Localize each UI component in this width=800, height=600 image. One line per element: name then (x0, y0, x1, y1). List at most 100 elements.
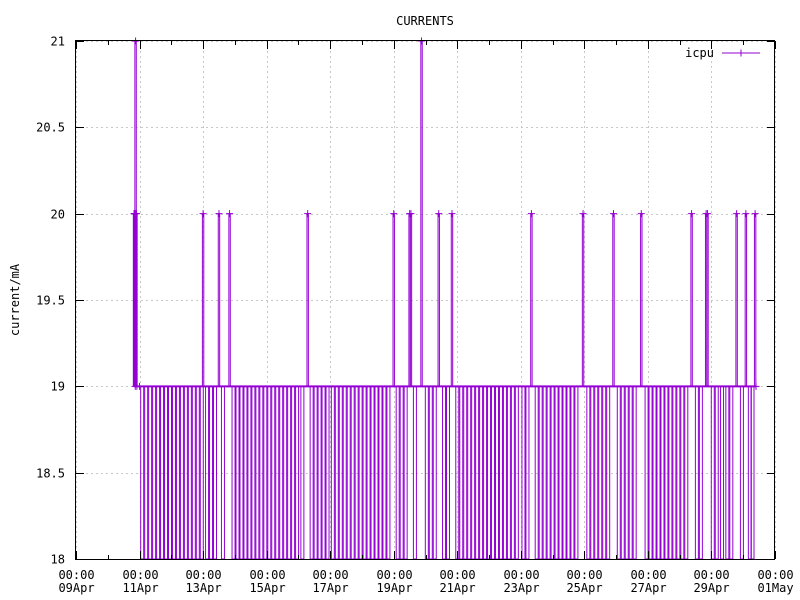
series-icpu-dip (374, 386, 379, 560)
series-icpu-spike (612, 213, 615, 387)
series-icpu-dip (725, 386, 730, 560)
series-icpu-dip (566, 386, 571, 560)
series-icpu-dip (624, 386, 629, 560)
x-tick-label-day: 13Apr (185, 581, 221, 595)
series-icpu-dip (235, 386, 240, 560)
x-tick-label-time: 00:00 (757, 568, 793, 582)
x-tick-label-day: 19Apr (376, 581, 412, 595)
series-icpu-dip (334, 386, 339, 560)
x-tick-label-time: 00:00 (503, 568, 539, 582)
y-tick-label: 18 (51, 553, 65, 567)
series-icpu-dip (652, 386, 657, 560)
plot-frame (75, 40, 775, 560)
series-icpu-point (609, 210, 617, 218)
series-icpu-spike (217, 213, 221, 387)
series-icpu-dip (287, 386, 292, 560)
series-icpu-dip (459, 386, 464, 560)
series-icpu-dip (239, 386, 244, 560)
series-icpu-dip (191, 386, 196, 560)
series-icpu-dip (175, 386, 180, 560)
series-icpu-dip (338, 386, 343, 560)
chart-title: CURRENTS (396, 14, 454, 28)
series-icpu-dip (283, 386, 288, 560)
series-icpu-point (199, 210, 207, 218)
series-icpu-dip (510, 386, 515, 560)
legend-marker (737, 49, 745, 57)
series-icpu-dip (606, 386, 611, 560)
series-icpu-dip (680, 386, 685, 560)
series-icpu-dip (534, 386, 539, 560)
series-icpu-dip (463, 386, 468, 560)
series-icpu-dip (279, 386, 284, 560)
series-icpu-dip (632, 386, 637, 560)
series-icpu-point (579, 210, 587, 218)
series-icpu-dip (300, 386, 305, 560)
x-tick-label-time: 00:00 (249, 568, 285, 582)
series-icpu-dip (525, 386, 530, 560)
series-icpu-dip (714, 386, 719, 560)
x-tick-label-time: 00:00 (566, 568, 602, 582)
x-tick-label-day: 25Apr (566, 581, 602, 595)
series-icpu-dip (358, 386, 363, 560)
series-icpu-dip (684, 386, 689, 560)
x-tick-label-time: 00:00 (376, 568, 412, 582)
series-icpu-dip (698, 386, 703, 560)
y-tick-label: 19 (51, 380, 65, 394)
label-layer: 1818.51919.52020.52100:0009Apr00:0011Apr… (36, 35, 793, 596)
series-icpu-dip (171, 386, 176, 560)
marker-layer (130, 37, 760, 390)
x-tick-label-day: 29Apr (693, 581, 729, 595)
x-tick-label-day: 21Apr (439, 581, 475, 595)
series-icpu-point (751, 210, 759, 218)
series-icpu-dip (491, 386, 496, 560)
series-icpu-dip (442, 386, 447, 560)
y-tick-label: 18.5 (36, 467, 65, 481)
series-icpu-dip (574, 386, 579, 560)
series-icpu-dip (271, 386, 276, 560)
series-icpu-dip (660, 386, 665, 560)
series-icpu-dip (354, 386, 359, 560)
series-icpu-spike (392, 213, 395, 387)
series-icpu-dip (550, 386, 555, 560)
x-tick-label-day: 27Apr (630, 581, 666, 595)
series-icpu-point (637, 210, 645, 218)
series-icpu-dip (554, 386, 559, 560)
legend-label: icpu (685, 46, 714, 60)
series-icpu-dip (295, 386, 300, 560)
x-tick-label-time: 00:00 (122, 568, 158, 582)
series-icpu-dip (346, 386, 351, 560)
legend: icpu (685, 46, 760, 60)
series-icpu-dip (386, 386, 391, 560)
series-icpu-dip (370, 386, 375, 560)
y-tick-label: 20 (51, 208, 65, 222)
series-icpu-dip (152, 386, 157, 560)
series-icpu-dip (317, 386, 322, 560)
series-icpu-dip (648, 386, 653, 560)
series-icpu-dip (325, 386, 330, 560)
series-icpu-dip (668, 386, 673, 560)
series-icpu-dip (620, 386, 625, 560)
series-icpu-dip (521, 386, 526, 560)
series-icpu-dip (542, 386, 547, 560)
series-icpu-dip (494, 386, 499, 560)
series-icpu-dip (350, 386, 355, 560)
series-icpu-point (390, 210, 398, 218)
series-icpu-point (688, 210, 696, 218)
x-tick-label-day: 17Apr (312, 581, 348, 595)
series-icpu-dip (586, 386, 591, 560)
series-icpu-dip (628, 386, 633, 560)
series-icpu-dip (144, 386, 149, 560)
x-tick-label-day: 23Apr (503, 581, 539, 595)
series-icpu-dip (514, 386, 519, 560)
series-icpu-dip (729, 386, 734, 560)
x-tick-label-day: 01May (757, 581, 793, 595)
series-icpu-dip (656, 386, 661, 560)
y-axis-label: current/mA (8, 263, 22, 336)
series-icpu-point (226, 210, 234, 218)
series-icpu-dip (231, 386, 236, 560)
series-icpu-point (407, 210, 415, 218)
x-tick-label-time: 00:00 (312, 568, 348, 582)
series-icpu-dip (487, 386, 492, 560)
